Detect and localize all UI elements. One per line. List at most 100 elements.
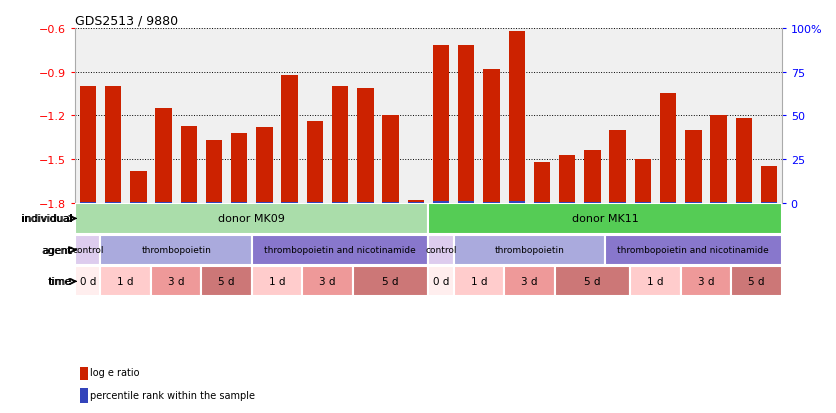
Bar [630, 267, 681, 297]
Bar [130, 171, 146, 203]
Bar [458, 202, 475, 203]
Bar [332, 87, 349, 203]
Text: time: time [48, 277, 72, 287]
Bar [181, 126, 197, 203]
Bar [382, 116, 399, 203]
Text: log e ratio: log e ratio [90, 368, 140, 377]
Text: thrombopoietin and nicotinamide: thrombopoietin and nicotinamide [618, 246, 769, 255]
Bar [201, 267, 252, 297]
Bar [428, 204, 782, 234]
Bar [584, 151, 600, 203]
Bar [282, 76, 298, 203]
Bar [508, 32, 525, 203]
Text: 0 d: 0 d [79, 277, 96, 287]
Bar [357, 88, 374, 203]
Bar [155, 202, 171, 203]
Text: 3 d: 3 d [521, 277, 538, 287]
Bar [454, 267, 504, 297]
Bar [428, 235, 454, 265]
Bar [609, 131, 626, 203]
Bar [100, 235, 252, 265]
Bar [408, 200, 424, 203]
Bar [736, 119, 752, 203]
Bar [508, 202, 525, 203]
Text: 1 d: 1 d [269, 277, 285, 287]
Bar [100, 267, 151, 297]
Text: agent: agent [43, 245, 73, 255]
Text: control: control [72, 246, 104, 255]
Bar [761, 167, 777, 203]
Text: 0 d: 0 d [433, 277, 449, 287]
Bar [181, 202, 197, 203]
Bar [433, 202, 449, 203]
Bar [206, 141, 222, 203]
Bar [282, 202, 298, 203]
Bar [483, 69, 500, 203]
Bar [483, 202, 500, 203]
Bar [206, 202, 222, 203]
Bar [252, 235, 429, 265]
Text: 1 d: 1 d [117, 277, 134, 287]
Text: 5 d: 5 d [584, 277, 601, 287]
Bar [303, 267, 353, 297]
Bar [75, 204, 429, 234]
Bar [686, 202, 701, 203]
Bar [609, 202, 626, 203]
Bar [151, 267, 201, 297]
Bar [732, 267, 782, 297]
Text: time: time [49, 277, 73, 287]
Text: 1 d: 1 d [471, 277, 487, 287]
Bar [554, 267, 630, 297]
Text: donor MK09: donor MK09 [218, 214, 285, 224]
Bar [257, 202, 273, 203]
Bar [454, 235, 605, 265]
Text: 5 d: 5 d [748, 277, 765, 287]
Bar [681, 267, 732, 297]
Bar [79, 366, 88, 380]
Bar [252, 267, 303, 297]
Bar [458, 46, 475, 203]
Bar [428, 267, 454, 297]
Bar [79, 202, 96, 203]
Bar [635, 159, 651, 203]
Text: 5 d: 5 d [382, 277, 399, 287]
Bar [332, 202, 349, 203]
Text: 1 d: 1 d [647, 277, 664, 287]
Bar [736, 202, 752, 203]
Bar [231, 202, 247, 203]
Bar [711, 202, 726, 203]
Bar [130, 202, 146, 203]
Text: donor MK11: donor MK11 [572, 214, 639, 224]
Bar [559, 155, 575, 203]
Bar [533, 163, 550, 203]
Bar [104, 87, 121, 203]
Bar [357, 202, 374, 203]
Bar [75, 235, 100, 265]
Text: 3 d: 3 d [168, 277, 185, 287]
Text: thrombopoietin and nicotinamide: thrombopoietin and nicotinamide [264, 246, 416, 255]
Bar [504, 267, 554, 297]
Text: control: control [426, 246, 456, 255]
Bar [353, 267, 429, 297]
Bar [257, 128, 273, 203]
Bar [307, 122, 324, 203]
Bar [79, 87, 96, 203]
Bar [660, 202, 676, 203]
Bar [307, 202, 324, 203]
Text: individual: individual [22, 214, 73, 224]
Text: 3 d: 3 d [698, 277, 714, 287]
Bar [231, 133, 247, 203]
Text: individual: individual [21, 214, 72, 224]
Text: agent: agent [42, 245, 72, 255]
Bar [660, 94, 676, 203]
Bar [79, 388, 88, 403]
Text: thrombopoietin: thrombopoietin [141, 246, 212, 255]
Bar [433, 46, 449, 203]
Text: 5 d: 5 d [218, 277, 235, 287]
Bar [104, 202, 121, 203]
Text: percentile rank within the sample: percentile rank within the sample [90, 390, 256, 400]
Bar [155, 109, 171, 203]
Bar [75, 267, 100, 297]
Text: GDS2513 / 9880: GDS2513 / 9880 [75, 15, 178, 28]
Text: 3 d: 3 d [319, 277, 336, 287]
